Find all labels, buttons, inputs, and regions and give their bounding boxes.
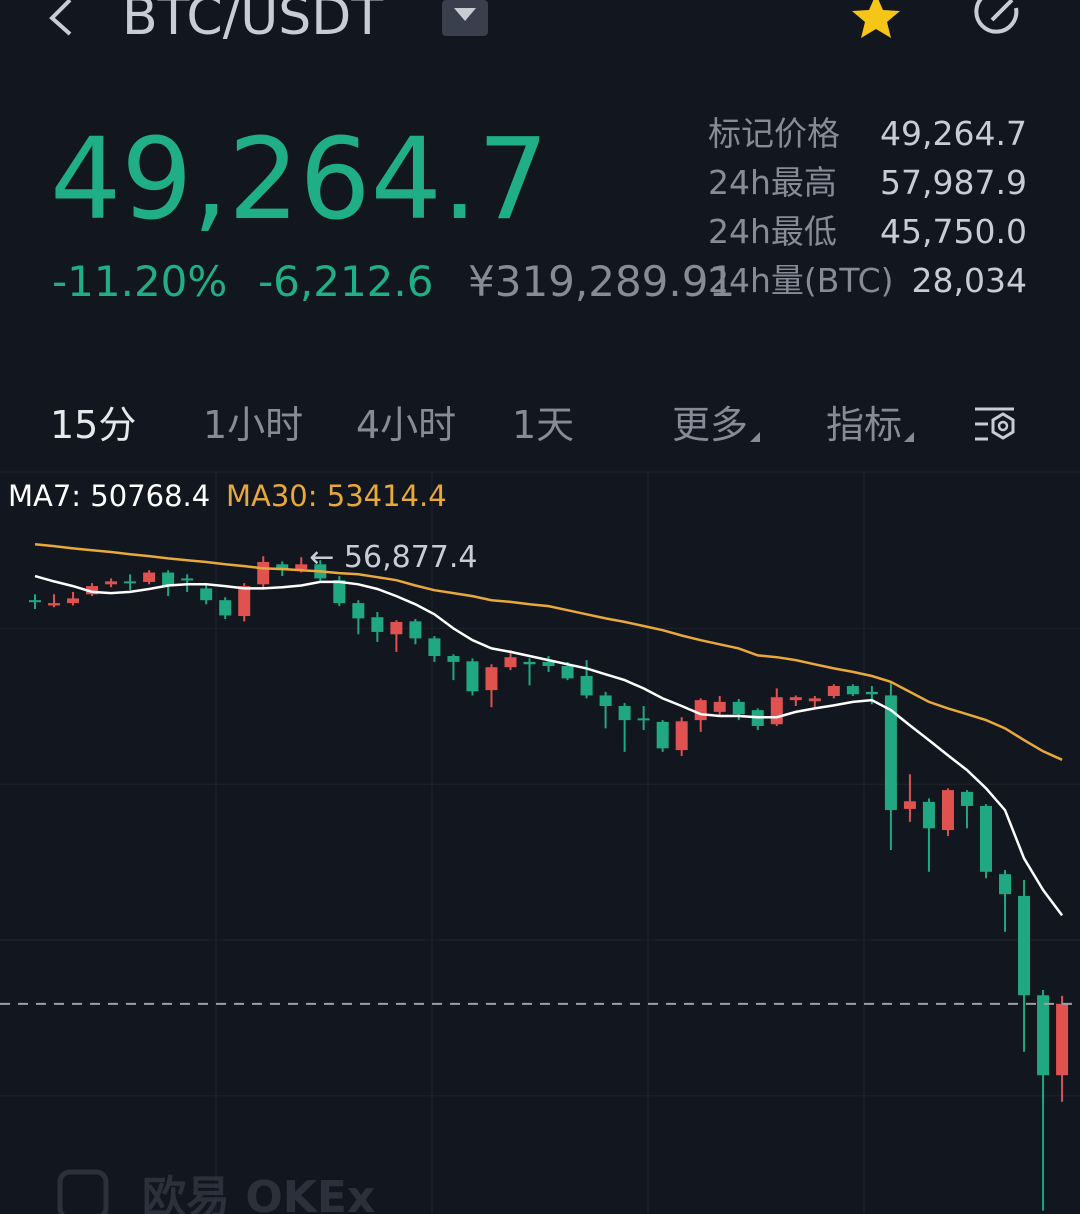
tab-corner [904,432,914,442]
candle-body [1018,895,1031,996]
interval-tab[interactable]: 1天 [512,403,574,447]
change-percent: -11.20% [52,257,227,306]
interval-tab[interactable]: 更多 [672,403,748,447]
candle-body [181,578,194,581]
candle-body [86,586,99,595]
candle-body [29,600,41,603]
candle-body [865,691,878,695]
interval-tabs: 15分 1小时 4小时 1天 更多 指标 [50,403,902,447]
candle-body [599,695,612,707]
candle-body [770,697,783,725]
candle-body [618,706,631,721]
legend-entry: MA30: 53414.4 [226,479,447,513]
legend-entry: MA7: 50768.4 [8,479,210,513]
candle-body [561,666,574,679]
stat-label: 24h最低 [708,212,837,251]
dropdown-arrow [454,8,476,21]
candle-body [162,572,175,587]
tab-corner [750,432,760,442]
interval-tab[interactable]: 15分 [50,403,136,447]
candle-body [143,572,156,582]
candle-body [428,638,441,657]
candle-body [694,700,707,721]
candle-body [999,874,1012,895]
stat-label: 24h最高 [708,163,837,202]
stat-value: 57,987.9 [880,163,1027,202]
candle-body [1056,1003,1069,1076]
candle-body [980,805,992,872]
icon-hex [991,412,1015,440]
low-annotation: 45,750.0 [903,1211,1037,1214]
candlestick-chart: ← 56,877.4 45,750.0 MA7: 50768.4 MA30: 5341… [0,479,1080,1214]
candle-body [105,581,118,585]
candle-body [485,667,498,691]
candle-body [1037,995,1050,1076]
candle-body [333,580,346,604]
candle-body [48,603,61,606]
candle-body [846,686,859,695]
moving-average-line [34,543,1063,761]
moving-average-line [34,574,1064,917]
stats-panel: 标记价格 49,264.7 24h最高 57,987.9 24h最低 45,750.0 24… [708,114,1027,300]
stat-value: 49,264.7 [880,114,1027,153]
settings-icon[interactable] [975,407,1015,441]
candle-body [276,564,289,571]
share-button[interactable] [974,0,1019,34]
candle-body [789,697,802,701]
candle-body [827,686,840,697]
candle-body [409,621,422,639]
candle-body [656,721,669,749]
change-amount: -6,212.6 [258,257,433,306]
candle-body [219,600,232,616]
candle-body [941,790,954,831]
stat-value: 28,034 [912,261,1027,300]
candle-body [447,656,460,662]
candle-body [523,661,536,665]
horizontal-grid [0,627,1080,1097]
stat-label: 标记价格 [708,114,840,153]
candle-body [295,564,308,570]
candle-body [200,588,213,601]
pair-title[interactable]: BTC/USDT [122,0,383,47]
back-button[interactable] [49,0,72,36]
last-price: 49,264.7 [50,115,549,245]
watermark: 欧易 OKEx [57,1169,375,1214]
stat-value: 45,750.0 [880,212,1027,251]
vertical-grid [215,472,865,1214]
interval-tab[interactable]: 4小时 [356,403,456,447]
watermark-text: 欧易 OKEx [142,1172,375,1214]
candle-body [675,721,688,751]
interval-tab[interactable]: 1小时 [203,403,303,447]
candle-body [124,581,137,584]
watermark-logo [57,1169,109,1214]
candle-body [884,695,897,811]
candle-body [371,617,384,632]
candle-body [808,698,821,702]
candle-body [67,598,80,604]
cny-price: ¥319,289.91 [468,257,735,306]
candle-body [637,718,650,721]
share-arrow [990,0,1014,22]
candle-body [352,603,365,619]
icon-dot [997,420,1009,432]
high-annotation: ← 56,877.4 [309,540,477,575]
candle-body [960,791,973,806]
interval-tab[interactable]: 指标 [826,403,902,447]
candle-body [466,661,479,692]
candle-body [390,621,403,635]
candle-body [580,676,593,696]
candle-body [903,801,916,809]
candle-body [504,657,517,668]
favorite-star[interactable] [852,0,900,38]
candle-body [732,701,745,715]
candle-body [238,586,251,617]
candle-body [257,561,270,585]
candle-body [713,701,726,712]
candle-body [922,801,935,829]
candle-body [542,661,555,667]
stat-label: 24h量(BTC) [708,261,894,300]
